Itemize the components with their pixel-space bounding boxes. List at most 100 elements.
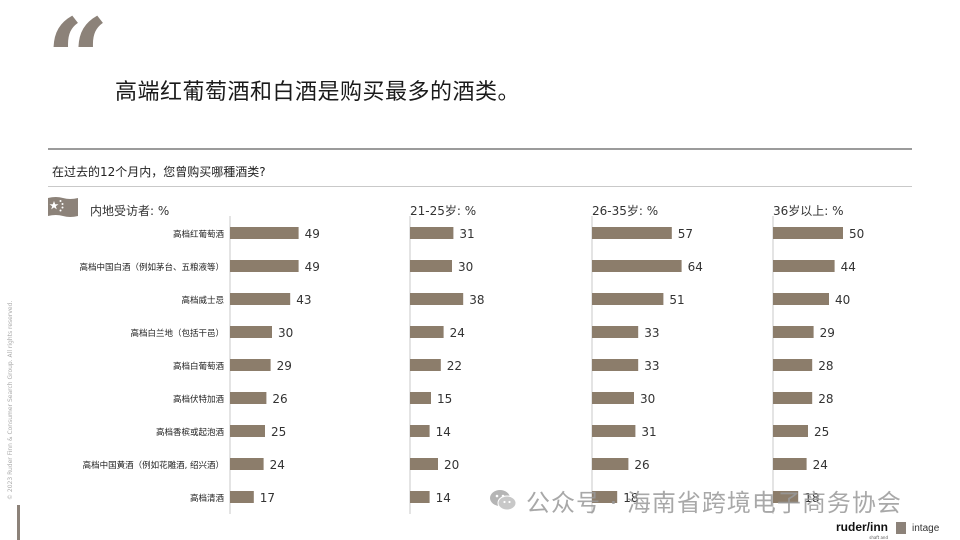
question-divider (48, 186, 912, 187)
bar (410, 392, 431, 404)
bar-value-label: 30 (458, 260, 473, 274)
bar (592, 260, 682, 272)
bar-value-label: 20 (444, 458, 459, 472)
bar (592, 458, 629, 470)
bar (410, 458, 438, 470)
bar-value-label: 40 (835, 293, 850, 307)
bar-value-label: 30 (640, 392, 655, 406)
bar (230, 227, 299, 239)
bar (230, 491, 254, 503)
bar (230, 458, 264, 470)
bar-value-label: 31 (641, 425, 656, 439)
bar (410, 425, 430, 437)
bar-value-label: 43 (296, 293, 311, 307)
category-label: 高档香槟或起泡酒 (156, 427, 225, 438)
bar-value-label: 51 (669, 293, 684, 307)
bar (410, 326, 444, 338)
intage-logo: intage (912, 522, 940, 534)
bar-value-label: 17 (260, 491, 275, 505)
category-label: 高档中国黄酒（例如花雕酒, 绍兴酒） (83, 460, 224, 471)
bar-value-label: 24 (450, 326, 465, 340)
bar (410, 293, 464, 305)
bar-value-label: 26 (272, 392, 287, 406)
bar-value-label: 22 (447, 359, 462, 373)
bar (592, 425, 636, 437)
bar-value-label: 25 (271, 425, 286, 439)
bar (592, 227, 672, 239)
bar-value-label: 15 (437, 392, 452, 406)
bar-value-label: 33 (644, 359, 659, 373)
china-flag-icon (48, 197, 78, 217)
category-label: 高档红葡萄酒 (173, 229, 225, 240)
bar-value-label: 18 (804, 491, 819, 505)
logo-strip: ruder/inn shaft and intage (836, 516, 939, 540)
category-label: 高档白兰地（包括干邑） (130, 328, 224, 339)
series-label-21-25: 21-25岁: % (410, 204, 477, 218)
category-label: 高档白葡萄酒 (173, 361, 225, 372)
bar (410, 359, 441, 371)
bar-value-label: 29 (277, 359, 292, 373)
bar (592, 491, 618, 503)
bar-value-label: 38 (469, 293, 484, 307)
bar-value-label: 64 (688, 260, 703, 274)
bar-value-label: 18 (623, 491, 638, 505)
ruderfinn-logo-sub: shaft and (869, 535, 889, 540)
page-title: 高端红葡萄酒和白酒是购买最多的酒类。 (115, 80, 521, 105)
bar (773, 392, 813, 404)
bar (773, 326, 814, 338)
wechat-icon (490, 490, 517, 511)
category-label: 高档中国白酒（例如茅台、五粮液等） (79, 262, 224, 273)
bar-value-label: 31 (459, 227, 474, 241)
bar (230, 260, 299, 272)
bar (592, 293, 664, 305)
copyright-text: © 2023 Ruder Finn & Consumer Search Grou… (7, 300, 14, 500)
bar-value-label: 28 (818, 359, 833, 373)
bar-value-label: 44 (841, 260, 856, 274)
survey-question: 在过去的12个月内，您曾购买哪種酒类? (52, 165, 266, 179)
bar-value-label: 30 (278, 326, 293, 340)
ruderfinn-logo: ruder/inn shaft and (836, 516, 888, 540)
bar (230, 293, 291, 305)
bar (773, 260, 835, 272)
bar (410, 491, 430, 503)
bar-value-label: 24 (813, 458, 828, 472)
partner-logo-icon (896, 522, 907, 534)
bar (773, 293, 829, 305)
bar-value-label: 49 (305, 260, 320, 274)
bar (773, 458, 807, 470)
title-divider (48, 148, 912, 150)
bar-value-label: 33 (644, 326, 659, 340)
bar-value-label: 50 (849, 227, 864, 241)
category-label: 高档清酒 (190, 493, 225, 504)
bar (773, 491, 799, 503)
bar (773, 359, 813, 371)
series-label-mainland: 内地受访者: % (90, 204, 170, 218)
bar (410, 227, 454, 239)
bar (230, 392, 267, 404)
bar-value-label: 57 (678, 227, 693, 241)
watermark-text: 公众号 · 海南省跨境电子商务协会 (526, 488, 902, 517)
bar-value-label: 28 (818, 392, 833, 406)
bar (410, 260, 452, 272)
bar (773, 227, 843, 239)
series-label-26-35: 26-35岁: % (592, 204, 659, 218)
bar (592, 392, 634, 404)
bar (592, 359, 639, 371)
bar (230, 425, 265, 437)
watermark: 公众号 · 海南省跨境电子商务协会 (488, 484, 902, 517)
bar-value-label: 29 (820, 326, 835, 340)
bar (230, 326, 272, 338)
bar-value-label: 14 (436, 425, 451, 439)
bar (592, 326, 639, 338)
ruderfinn-logo-text: ruder/inn (836, 520, 889, 534)
category-label: 高档威士忌 (181, 295, 224, 306)
bar-value-label: 49 (305, 227, 320, 241)
bar-value-label: 14 (436, 491, 451, 505)
bar-value-label: 26 (634, 458, 649, 472)
category-label: 高档伏特加酒 (173, 394, 225, 405)
quote-mark-icon: “ (46, 0, 110, 123)
side-accent-bar (17, 505, 20, 540)
bar (230, 359, 271, 371)
series-label-36-plus: 36岁以上: % (773, 204, 844, 218)
